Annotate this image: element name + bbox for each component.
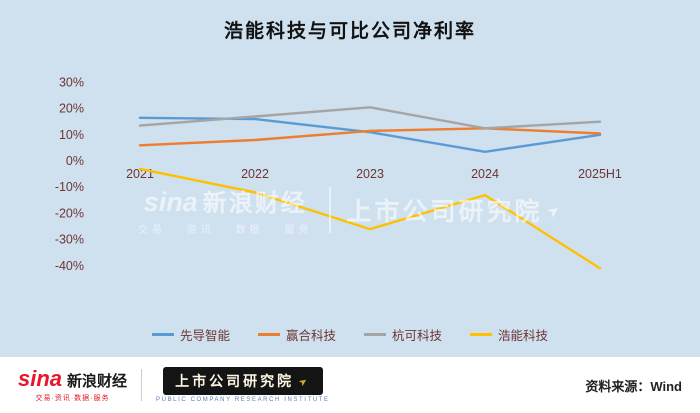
series-line-赢合科技 — [138, 127, 602, 147]
y-axis-tick-label: 20% — [59, 102, 84, 116]
data-source: 资料来源：Wind — [585, 378, 682, 394]
footer-divider — [141, 369, 143, 401]
line-chart: 30%20%10%0%-10%-20%-30%-40%2021 2022 2023 2… — [55, 75, 622, 273]
sina-brand-name: 新浪财经 — [67, 372, 128, 390]
y-axis-tick-label: -10% — [55, 180, 84, 194]
legend-label: 赢合科技 — [285, 329, 336, 343]
y-axis-tick-label: 10% — [59, 128, 84, 142]
legend-item: 杭可科技 — [364, 325, 442, 344]
research-institute-logo: 上市公司研究院 ➤ PUBLIC COMPANY RESEARCH INSTIT… — [156, 367, 330, 403]
chart-title: 浩能科技与可比公司净利率 — [223, 21, 476, 42]
legend-item: 赢合科技 — [257, 325, 336, 344]
y-axis-tick-label: -20% — [55, 206, 84, 220]
legend-line-swatch — [257, 333, 280, 336]
x-axis-category-label: 2022 — [241, 167, 269, 181]
series-line-杭可科技 — [138, 106, 602, 130]
institute-name: 上市公司研究院 — [175, 373, 295, 389]
legend-label: 浩能科技 — [498, 329, 549, 343]
y-axis-tick-label: -30% — [55, 233, 84, 247]
sina-logo-row: sina 新浪财经 — [18, 365, 128, 391]
institute-subtitle: PUBLIC COMPANY RESEARCH INSTITUTE — [156, 397, 330, 403]
legend-line-swatch — [151, 333, 174, 336]
y-axis-tick-label: 30% — [59, 75, 84, 89]
sina-tagline: 交易·资讯·数据·服务 — [35, 394, 110, 402]
legend-label: 杭可科技 — [392, 329, 443, 343]
legend-line-swatch — [364, 333, 386, 336]
sina-logo: sina — [18, 365, 63, 391]
y-axis-tick-label: 0% — [66, 154, 84, 168]
legend-item: 先导智能 — [151, 325, 230, 344]
series-line-浩能科技 — [138, 167, 602, 270]
legend-label: 先导智能 — [179, 329, 230, 343]
institute-logo-box: 上市公司研究院 ➤ — [163, 367, 323, 395]
chart-legend: 先导智能 赢合科技 杭可科技 浩能科技 — [0, 325, 700, 344]
y-axis-tick-label: -40% — [55, 259, 84, 273]
institute-rocket-icon: ➤ — [297, 373, 313, 389]
x-axis-category-label: 2023 — [356, 167, 384, 181]
legend-line-swatch — [470, 333, 493, 336]
footer-bar: sina 新浪财经 交易·资讯·数据·服务 上市公司研究院 ➤ PUBLIC C… — [0, 357, 700, 413]
sina-finance-logo: sina 新浪财经 交易·资讯·数据·服务 — [18, 365, 128, 403]
footer-logos: sina 新浪财经 交易·资讯·数据·服务 上市公司研究院 ➤ PUBLIC C… — [18, 367, 330, 403]
x-axis-category-label: 2024 — [471, 167, 499, 181]
series-line-先导智能 — [138, 116, 602, 154]
x-axis-category-label: 2025H1 — [578, 167, 622, 181]
legend-item: 浩能科技 — [470, 325, 548, 344]
